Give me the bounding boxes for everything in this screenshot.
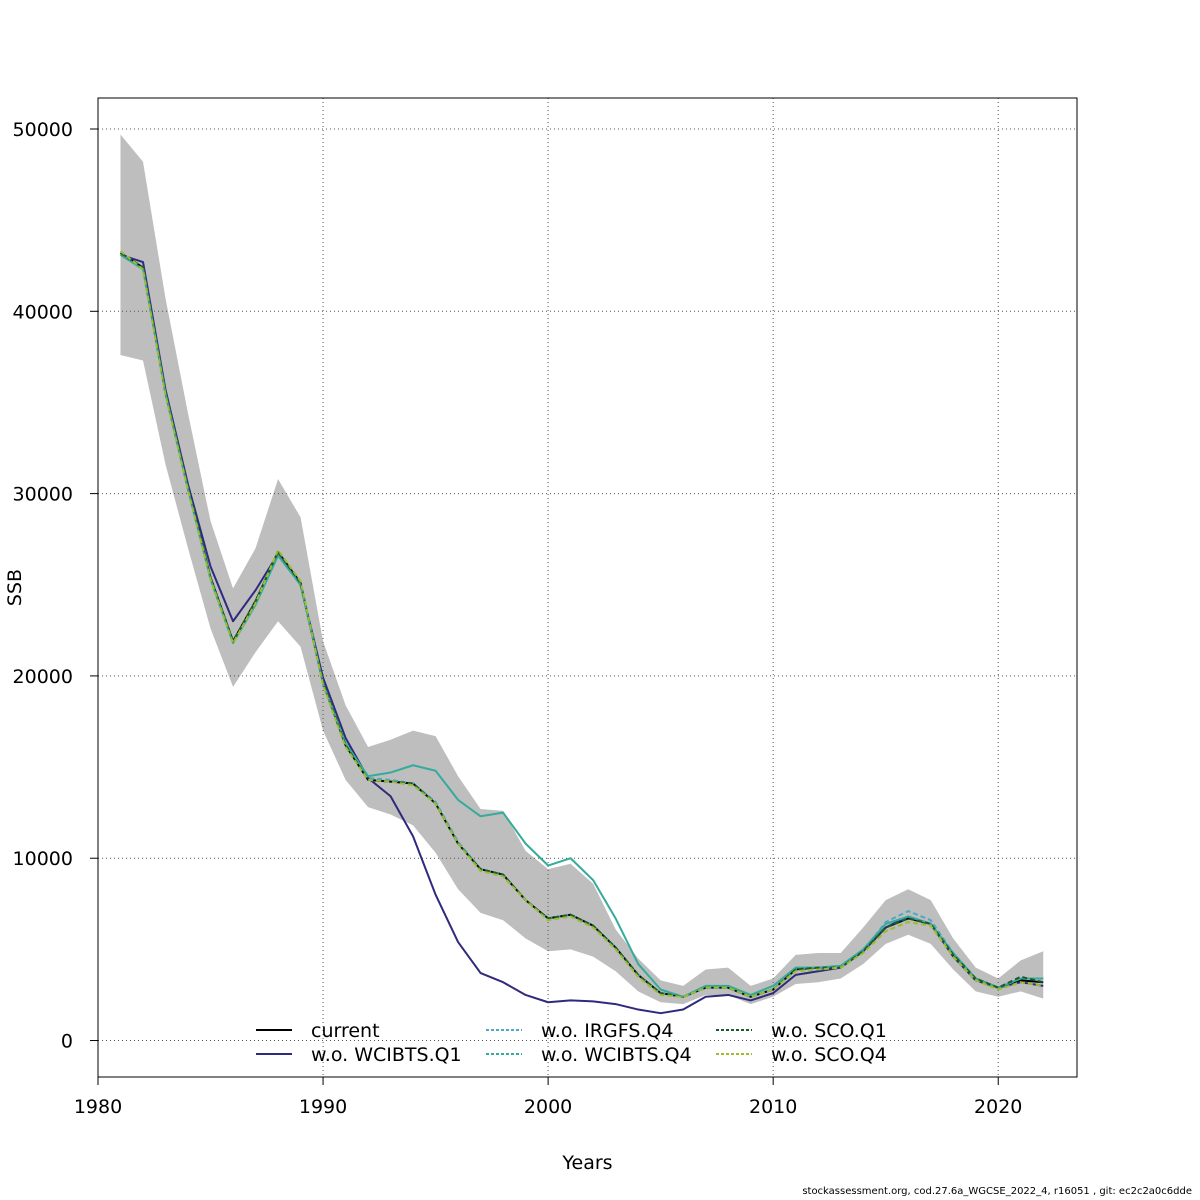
confidence-band xyxy=(120,134,1044,1005)
footer-credit: stockassessment.org, cod.27.6a_WGCSE_202… xyxy=(802,1186,1192,1197)
plot-frame xyxy=(97,97,1078,1078)
series-line xyxy=(119,253,1044,998)
legend-label: w.o. WCIBTS.Q4 xyxy=(541,1044,692,1066)
y-axis: 0 10000 20000 30000 40000 50000 xyxy=(13,119,98,1053)
x-tick-label: 1990 xyxy=(299,1096,347,1118)
x-tick-label: 2010 xyxy=(749,1096,797,1118)
confidence-band-area xyxy=(120,134,1044,1005)
y-tick-label: 0 xyxy=(61,1031,73,1053)
y-axis-title: SSB xyxy=(4,569,26,606)
y-tick-label: 40000 xyxy=(13,301,73,323)
y-tick-label: 50000 xyxy=(13,119,73,141)
y-tick-label: 20000 xyxy=(13,666,73,688)
y-tick-label: 10000 xyxy=(13,848,73,870)
legend-label: current xyxy=(311,1020,380,1042)
series-lines xyxy=(119,250,1044,1015)
x-tick-label: 2000 xyxy=(524,1096,572,1118)
x-axis-title: Years xyxy=(561,1152,612,1174)
x-tick-label: 1980 xyxy=(74,1096,122,1118)
legend-label: w.o. SCO.Q4 xyxy=(771,1044,887,1066)
series-line xyxy=(119,252,1044,998)
series-line xyxy=(119,252,1044,998)
series-line xyxy=(119,250,1044,998)
legend-label: w.o. IRGFS.Q4 xyxy=(541,1020,673,1042)
x-axis: 1980 1990 2000 2010 2020 xyxy=(74,1077,1022,1118)
y-tick-label: 30000 xyxy=(13,484,73,506)
x-tick-label: 2020 xyxy=(974,1096,1022,1118)
legend-label: w.o. SCO.Q1 xyxy=(771,1020,887,1042)
legend-label: w.o. WCIBTS.Q1 xyxy=(311,1044,462,1066)
